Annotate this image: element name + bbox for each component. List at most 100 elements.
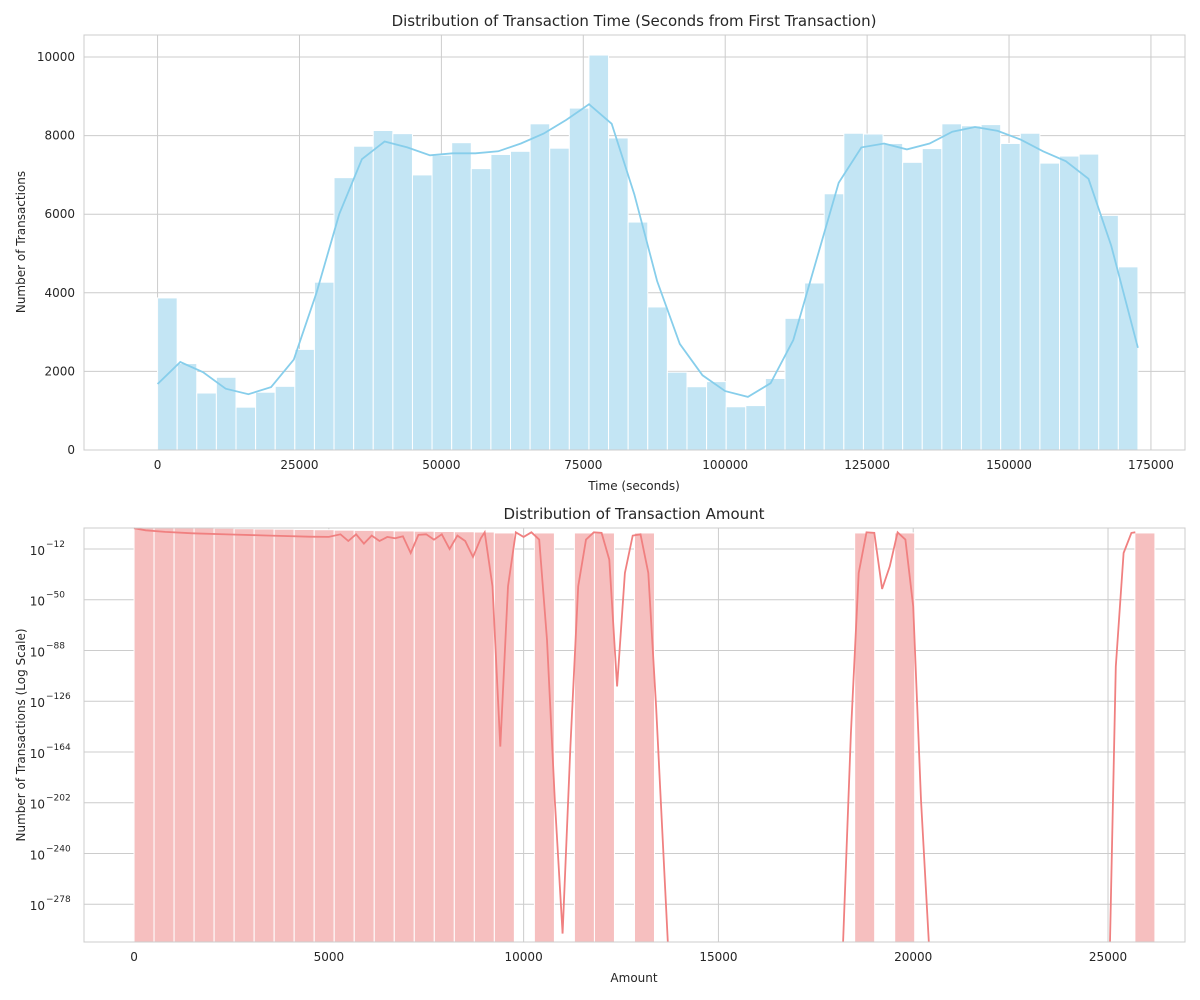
time-y-tick-label: 4000	[44, 286, 75, 300]
amount-x-tick-label: 25000	[1089, 950, 1127, 964]
time-x-tick-label: 100000	[702, 458, 748, 472]
time-histogram-bar	[1098, 214, 1119, 451]
amount-histogram-bar	[233, 528, 255, 943]
amount-histogram-bar	[253, 528, 275, 943]
amount-y-tick-exponent: −164	[46, 743, 71, 753]
time-y-tick-label: 2000	[44, 364, 75, 378]
time-histogram-bar	[529, 123, 551, 451]
time-x-tick-label: 50000	[422, 458, 460, 472]
time-y-ticks: 0 2000 4000 6000 8000 10000	[37, 50, 75, 457]
amount-y-tick-base: 10	[30, 899, 45, 913]
amount-histogram-bar	[313, 529, 335, 943]
amount-y-tick-exponent: −50	[46, 591, 65, 601]
amount-histogram-bar	[1134, 532, 1156, 943]
time-histogram-bar	[274, 385, 296, 451]
time-histogram-bar	[960, 125, 982, 451]
amount-bars	[133, 527, 1156, 943]
time-chart-title: Distribution of Transaction Time (Second…	[392, 12, 877, 30]
amount-y-axis-label: Number of Transactions (Log Scale)	[14, 628, 28, 841]
amount-kde-curve	[1109, 531, 1136, 942]
amount-histogram-bar	[193, 527, 215, 943]
time-x-axis-label: Time (seconds)	[587, 479, 680, 493]
time-histogram-bar	[941, 123, 962, 451]
amount-x-axis-label: Amount	[610, 971, 657, 985]
time-y-axis-label: Number of Transactions	[14, 171, 28, 313]
time-x-ticks: 0 25000 50000 75000 100000 125000 150000 175000	[154, 458, 1174, 472]
amount-y-tick-base: 10	[30, 645, 45, 659]
amount-plot-frame	[83, 527, 1186, 943]
amount-kde-curve	[133, 527, 564, 934]
amount-histogram-bar	[173, 527, 195, 943]
amount-histogram-bar	[633, 532, 655, 943]
time-histogram-bar	[1000, 142, 1021, 451]
amount-y-tick-base: 10	[30, 544, 45, 558]
amount-histogram-bar	[413, 530, 435, 943]
amount-histogram-bar	[433, 530, 455, 943]
time-histogram-bar	[294, 348, 315, 451]
time-x-tick-label: 175000	[1128, 458, 1174, 472]
amount-kde-line	[133, 527, 1136, 942]
amount-y-tick-exponent: −240	[46, 844, 71, 854]
time-histogram-bar	[725, 406, 747, 451]
amount-y-tick-exponent: −126	[46, 692, 71, 702]
time-histogram-bar	[1117, 266, 1139, 451]
amount-histogram-bar	[353, 529, 375, 943]
time-histogram-bar	[196, 392, 217, 451]
time-histogram-bar	[313, 281, 335, 451]
time-histogram-bar	[1059, 155, 1080, 451]
amount-y-tick-base: 10	[30, 798, 45, 812]
time-histogram-bar	[470, 168, 492, 451]
amount-x-tick-label: 5000	[314, 950, 345, 964]
time-histogram-bar	[588, 54, 610, 451]
time-histogram-bar	[980, 124, 1002, 451]
time-histogram-bar	[235, 406, 257, 451]
time-histogram-bar	[411, 174, 433, 451]
time-histogram-bar	[176, 363, 198, 451]
time-histogram-bar	[823, 193, 845, 451]
amount-histogram-bar	[493, 532, 515, 943]
time-bars	[157, 54, 1139, 451]
amount-y-tick-base: 10	[30, 747, 45, 761]
time-histogram-bar	[627, 221, 649, 451]
amount-x-tick-label: 20000	[894, 950, 932, 964]
amount-x-tick-label: 0	[130, 950, 138, 964]
time-histogram-bar	[255, 391, 276, 451]
time-histogram-bar	[862, 133, 884, 451]
time-plot-frame	[83, 34, 1186, 451]
time-y-tick-label: 6000	[44, 207, 75, 221]
time-x-tick-label: 150000	[986, 458, 1032, 472]
time-kde-curve	[156, 103, 1139, 398]
time-histogram-bar	[1019, 132, 1041, 451]
amount-histogram-bar	[453, 531, 475, 943]
time-histogram-bar	[608, 137, 629, 451]
amount-x-tick-label: 10000	[505, 950, 543, 964]
amount-kde-curve	[842, 530, 930, 942]
time-histogram-bar	[431, 154, 453, 451]
time-kde-line	[156, 103, 1139, 398]
time-x-tick-label: 75000	[564, 458, 602, 472]
time-y-tick-label: 8000	[44, 129, 75, 143]
amount-histogram-chart: Distribution of Transaction Amount 0 5000…	[14, 505, 1186, 985]
time-histogram-bar	[549, 147, 570, 451]
time-histogram-bar	[784, 317, 806, 451]
time-histogram-bar	[706, 381, 727, 451]
amount-histogram-bar	[213, 527, 235, 943]
amount-histogram-bar	[373, 530, 395, 943]
time-y-tick-label: 0	[67, 443, 75, 457]
time-histogram-bar	[1039, 162, 1061, 451]
time-histogram-bar	[686, 386, 708, 451]
time-histogram-bar	[921, 148, 943, 451]
time-histogram-bar	[647, 306, 668, 451]
time-histogram-bar	[392, 133, 413, 451]
amount-histogram-bar	[333, 529, 355, 943]
time-histogram-bar	[451, 142, 472, 451]
time-histogram-bar	[882, 142, 904, 451]
time-histogram-bar	[490, 153, 512, 451]
amount-histogram-bar	[293, 528, 315, 943]
time-histogram-bar	[333, 177, 355, 451]
amount-y-tick-base: 10	[30, 696, 45, 710]
time-histogram-bar	[804, 282, 825, 451]
time-histogram-chart: Distribution of Transaction Time (Second…	[14, 12, 1186, 493]
time-histogram-bar	[353, 145, 374, 451]
